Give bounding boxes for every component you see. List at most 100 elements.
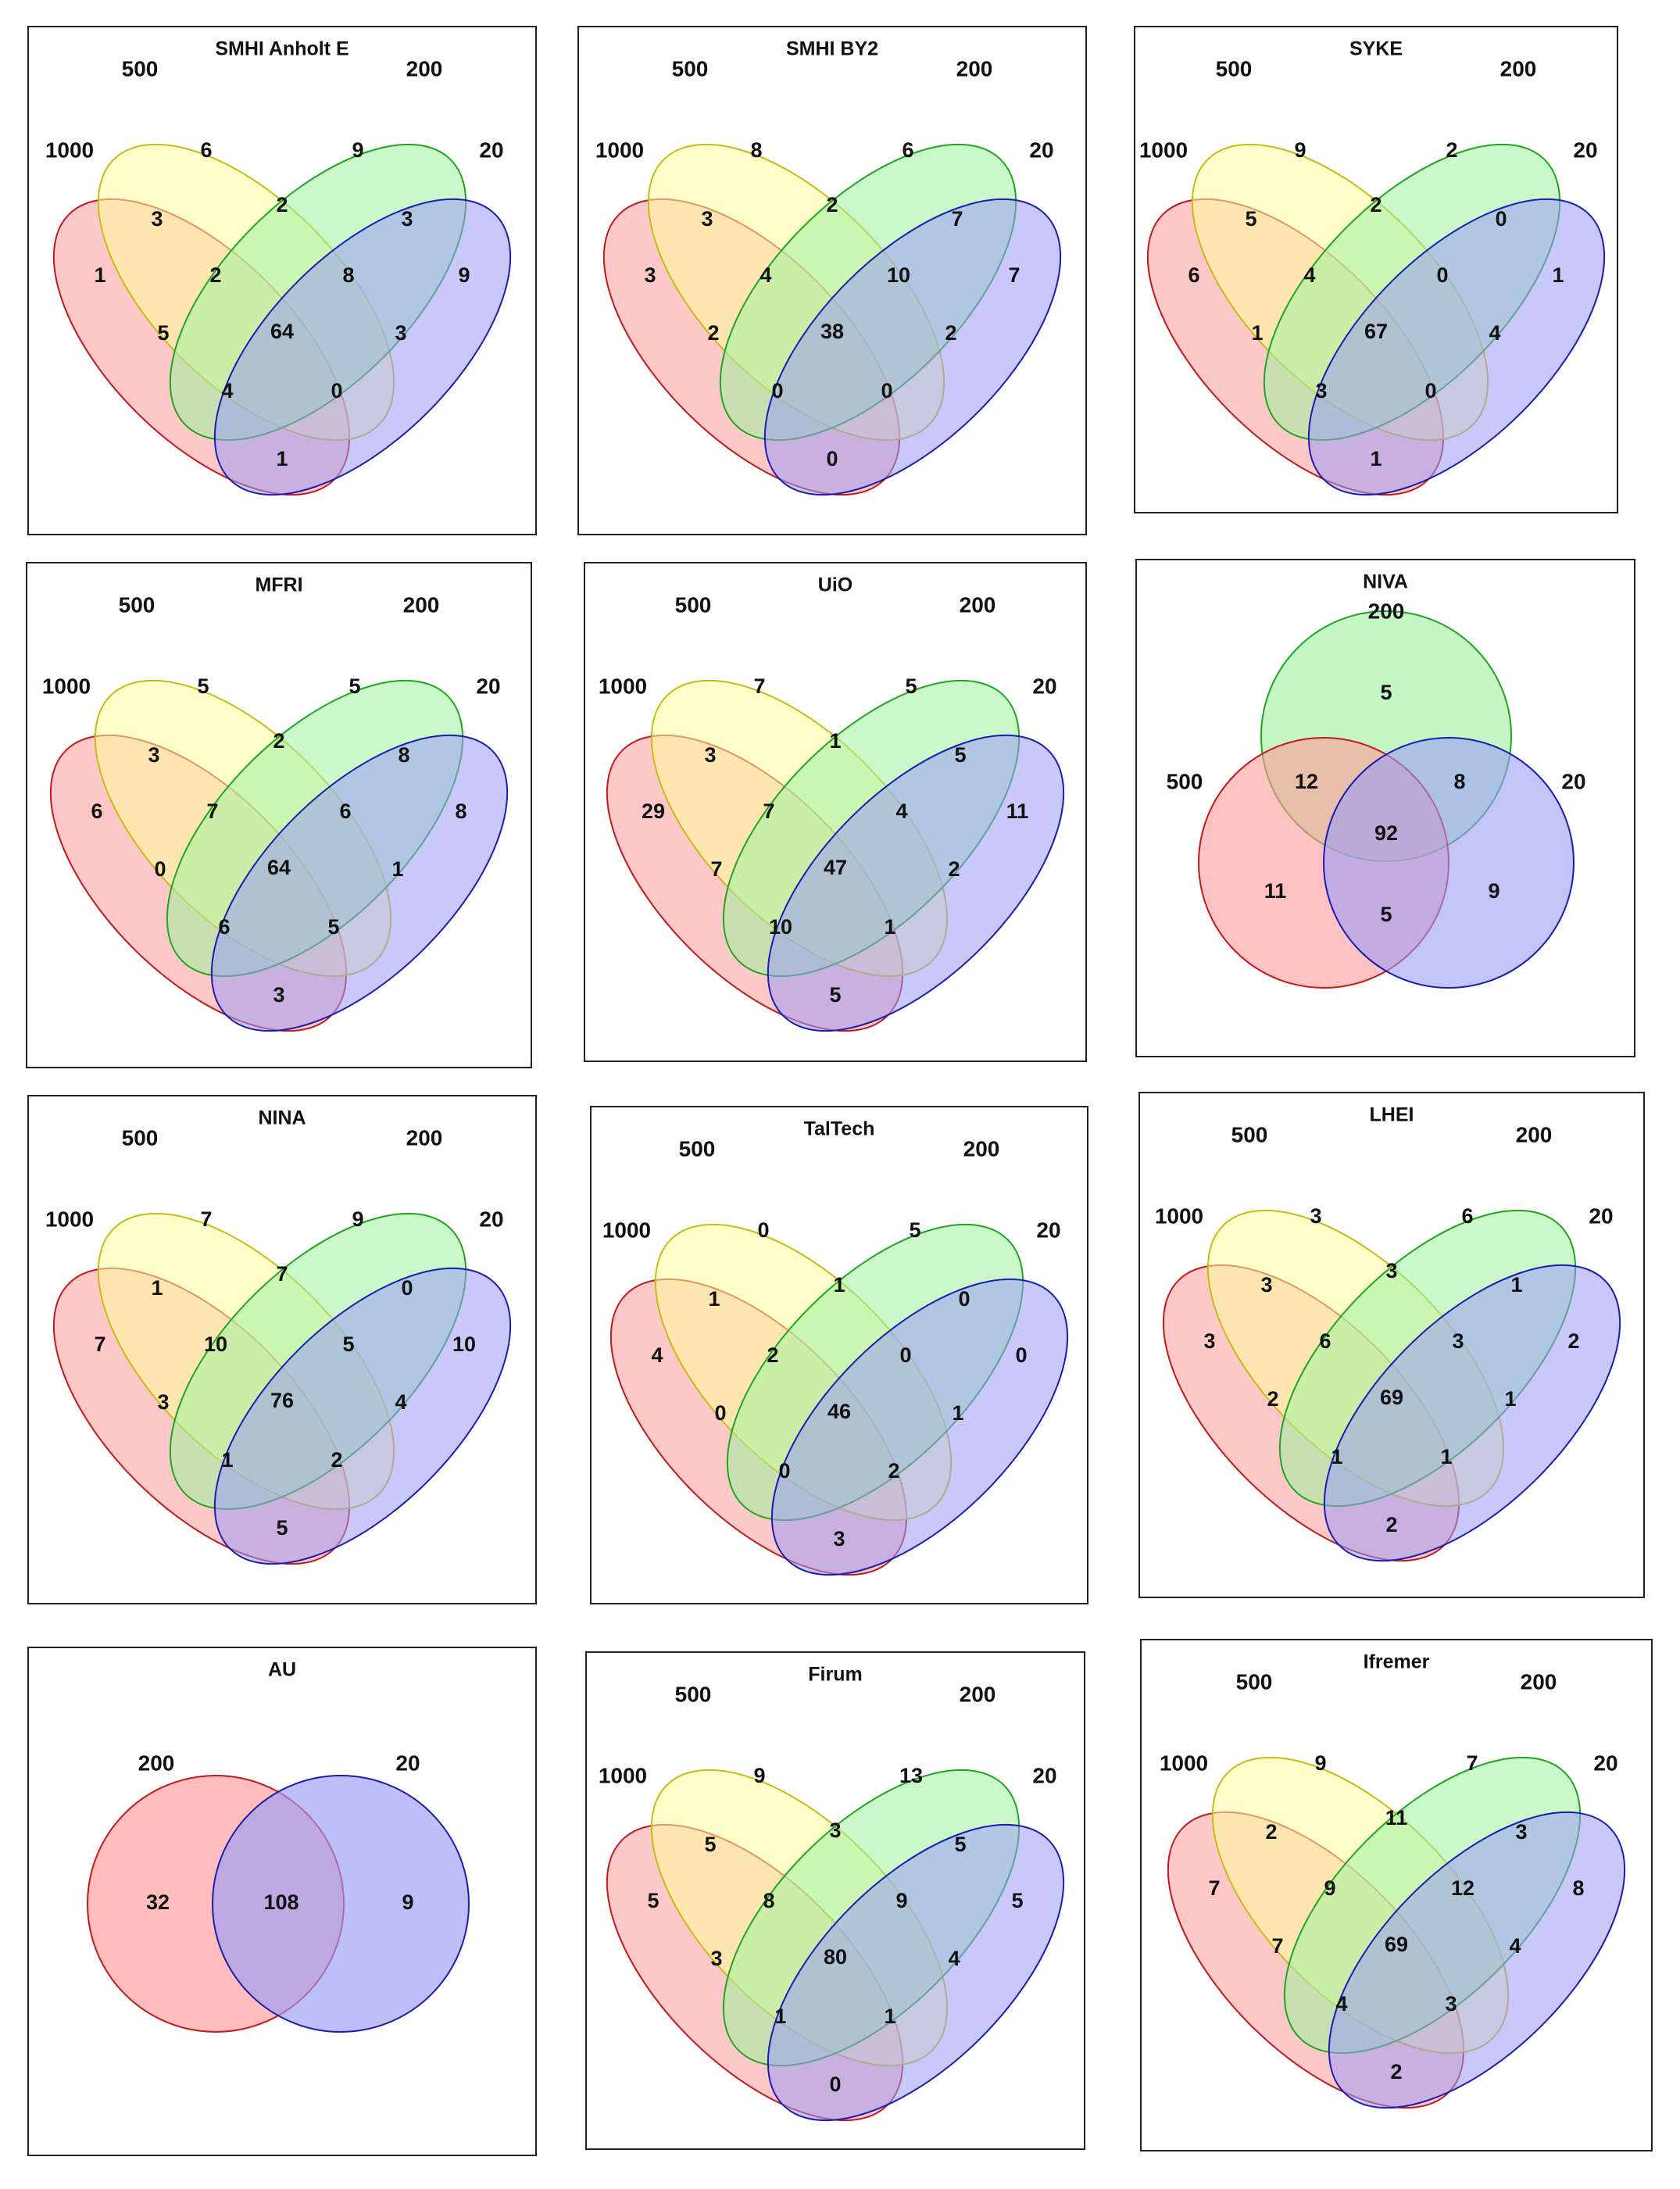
set-label-20: 20 bbox=[395, 1751, 420, 1775]
region-count-BCD: 6 bbox=[339, 799, 351, 823]
region-count-AB: 3 bbox=[1260, 1273, 1272, 1297]
set-label-20: 20 bbox=[476, 674, 500, 698]
region-count-ABC: 7 bbox=[763, 799, 774, 823]
circle-20 bbox=[1323, 737, 1575, 989]
set-label-200: 200 bbox=[1500, 56, 1537, 80]
set-label-1000: 1000 bbox=[45, 138, 94, 162]
region-count-BCD: 3 bbox=[1452, 1329, 1464, 1353]
region-count-BC: 11 bbox=[1385, 1806, 1408, 1830]
region-count-A: 3 bbox=[1203, 1329, 1215, 1353]
region-count-CD: 3 bbox=[1515, 1820, 1527, 1844]
region-count-C: 6 bbox=[1461, 1204, 1473, 1228]
region-count-BCD: 10 bbox=[887, 263, 910, 287]
region-count-ABD: 1 bbox=[884, 915, 895, 939]
region-count-BCD: 5 bbox=[342, 1332, 354, 1356]
set-label-1000: 1000 bbox=[599, 674, 647, 698]
region-count-ABD: 2 bbox=[888, 1459, 899, 1483]
region-count-ABCD: 47 bbox=[824, 856, 847, 879]
set-label-500: 500 bbox=[122, 1125, 159, 1150]
set-label-1000: 1000 bbox=[1155, 1204, 1203, 1228]
panel-title: Ifremer bbox=[1364, 1651, 1430, 1673]
region-count-ABCD: 80 bbox=[824, 1945, 847, 1969]
set-20-shape bbox=[767, 734, 1065, 1032]
region-count-CD: 8 bbox=[398, 743, 409, 767]
set-20-shape bbox=[213, 1267, 512, 1565]
panel-title: UiO bbox=[818, 574, 853, 596]
panel-frame bbox=[590, 1106, 1088, 1604]
set-20-shape bbox=[1328, 1811, 1626, 2109]
panel-frame bbox=[1134, 26, 1618, 513]
region-count-AB: 1 bbox=[708, 1287, 720, 1311]
region-count-BC: 2 bbox=[276, 193, 288, 216]
region-count-ABCD: 64 bbox=[270, 320, 294, 343]
region-count-D: 0 bbox=[1015, 1343, 1027, 1367]
region-count-ABD: 5 bbox=[327, 915, 339, 939]
region-count-BD: 4 bbox=[948, 1947, 960, 1970]
set-label-200: 200 bbox=[1521, 1669, 1557, 1694]
region-count-BC: 1 bbox=[833, 1273, 845, 1297]
region-count-BCD: 0 bbox=[1436, 263, 1448, 287]
set-label-200: 200 bbox=[406, 1125, 443, 1150]
region-count-BC: 3 bbox=[1385, 1259, 1397, 1282]
region-count-C: 6 bbox=[902, 138, 913, 162]
region-count-A: 6 bbox=[1188, 263, 1199, 287]
panel-title: SYKE bbox=[1349, 38, 1403, 60]
region-count-BD: 4 bbox=[1489, 321, 1500, 345]
set-label-500: 500 bbox=[119, 592, 155, 617]
region-count-ACD: 0 bbox=[771, 379, 783, 402]
region-count-AD: 3 bbox=[273, 983, 284, 1007]
region-count-C: 5 bbox=[349, 674, 360, 698]
set-label-1000: 1000 bbox=[595, 138, 644, 162]
set-label-20: 20 bbox=[1029, 138, 1053, 162]
region-count-ACD: 1 bbox=[1331, 1445, 1342, 1468]
set-20-shape bbox=[1307, 198, 1606, 496]
region-count-C: 9 bbox=[352, 138, 363, 162]
region-count-BCD: 9 bbox=[895, 1889, 907, 1912]
region-count-CD: 5 bbox=[954, 1833, 966, 1856]
region-count-top: 5 bbox=[1380, 681, 1392, 704]
region-count-top_right: 8 bbox=[1453, 770, 1465, 793]
region-count-BC: 1 bbox=[829, 729, 841, 753]
region-count-B: 3 bbox=[1310, 1204, 1321, 1228]
region-count-ACD: 10 bbox=[769, 915, 792, 939]
set-label-500: 500 bbox=[675, 1682, 712, 1706]
region-count-left: 32 bbox=[146, 1890, 170, 1914]
set-label-1000: 1000 bbox=[1139, 138, 1188, 162]
region-count-AB: 3 bbox=[151, 207, 163, 231]
region-count-A: 29 bbox=[642, 799, 665, 823]
region-count-AD: 0 bbox=[826, 447, 838, 470]
panel-frame bbox=[1140, 1639, 1653, 2151]
set-label-500: 500 bbox=[672, 56, 709, 80]
region-count-ABD: 2 bbox=[331, 1448, 342, 1472]
region-count-BC: 3 bbox=[829, 1819, 841, 1842]
region-count-AD: 1 bbox=[276, 447, 288, 470]
region-count-B: 7 bbox=[753, 674, 765, 698]
region-count-ABC: 7 bbox=[206, 799, 218, 823]
region-count-ABCD: 76 bbox=[270, 1389, 294, 1412]
set-label-20: 20 bbox=[1561, 769, 1585, 793]
region-count-B: 0 bbox=[757, 1218, 769, 1242]
region-count-ABC: 8 bbox=[763, 1889, 774, 1912]
set-label-500: 500 bbox=[1231, 1122, 1268, 1146]
region-count-B: 9 bbox=[1294, 138, 1306, 162]
region-count-BD: 1 bbox=[391, 857, 403, 881]
region-count-CD: 0 bbox=[958, 1287, 970, 1311]
set-label-1000: 1000 bbox=[599, 1763, 647, 1787]
set-label-1000: 1000 bbox=[45, 1207, 94, 1231]
set-20-shape bbox=[770, 1278, 1069, 1576]
panel-frame bbox=[27, 1095, 537, 1604]
region-count-BCD: 12 bbox=[1451, 1876, 1474, 1900]
region-count-ABD: 0 bbox=[1424, 379, 1436, 402]
panel-frame bbox=[585, 1651, 1085, 2150]
circle-20 bbox=[212, 1775, 470, 2033]
region-count-AC: 0 bbox=[714, 1401, 726, 1425]
region-count-ABC: 4 bbox=[1303, 263, 1315, 287]
region-count-A: 6 bbox=[91, 799, 102, 823]
region-count-BC: 2 bbox=[826, 193, 838, 216]
region-count-ABD: 0 bbox=[331, 379, 342, 402]
region-count-AC: 3 bbox=[710, 1947, 722, 1970]
